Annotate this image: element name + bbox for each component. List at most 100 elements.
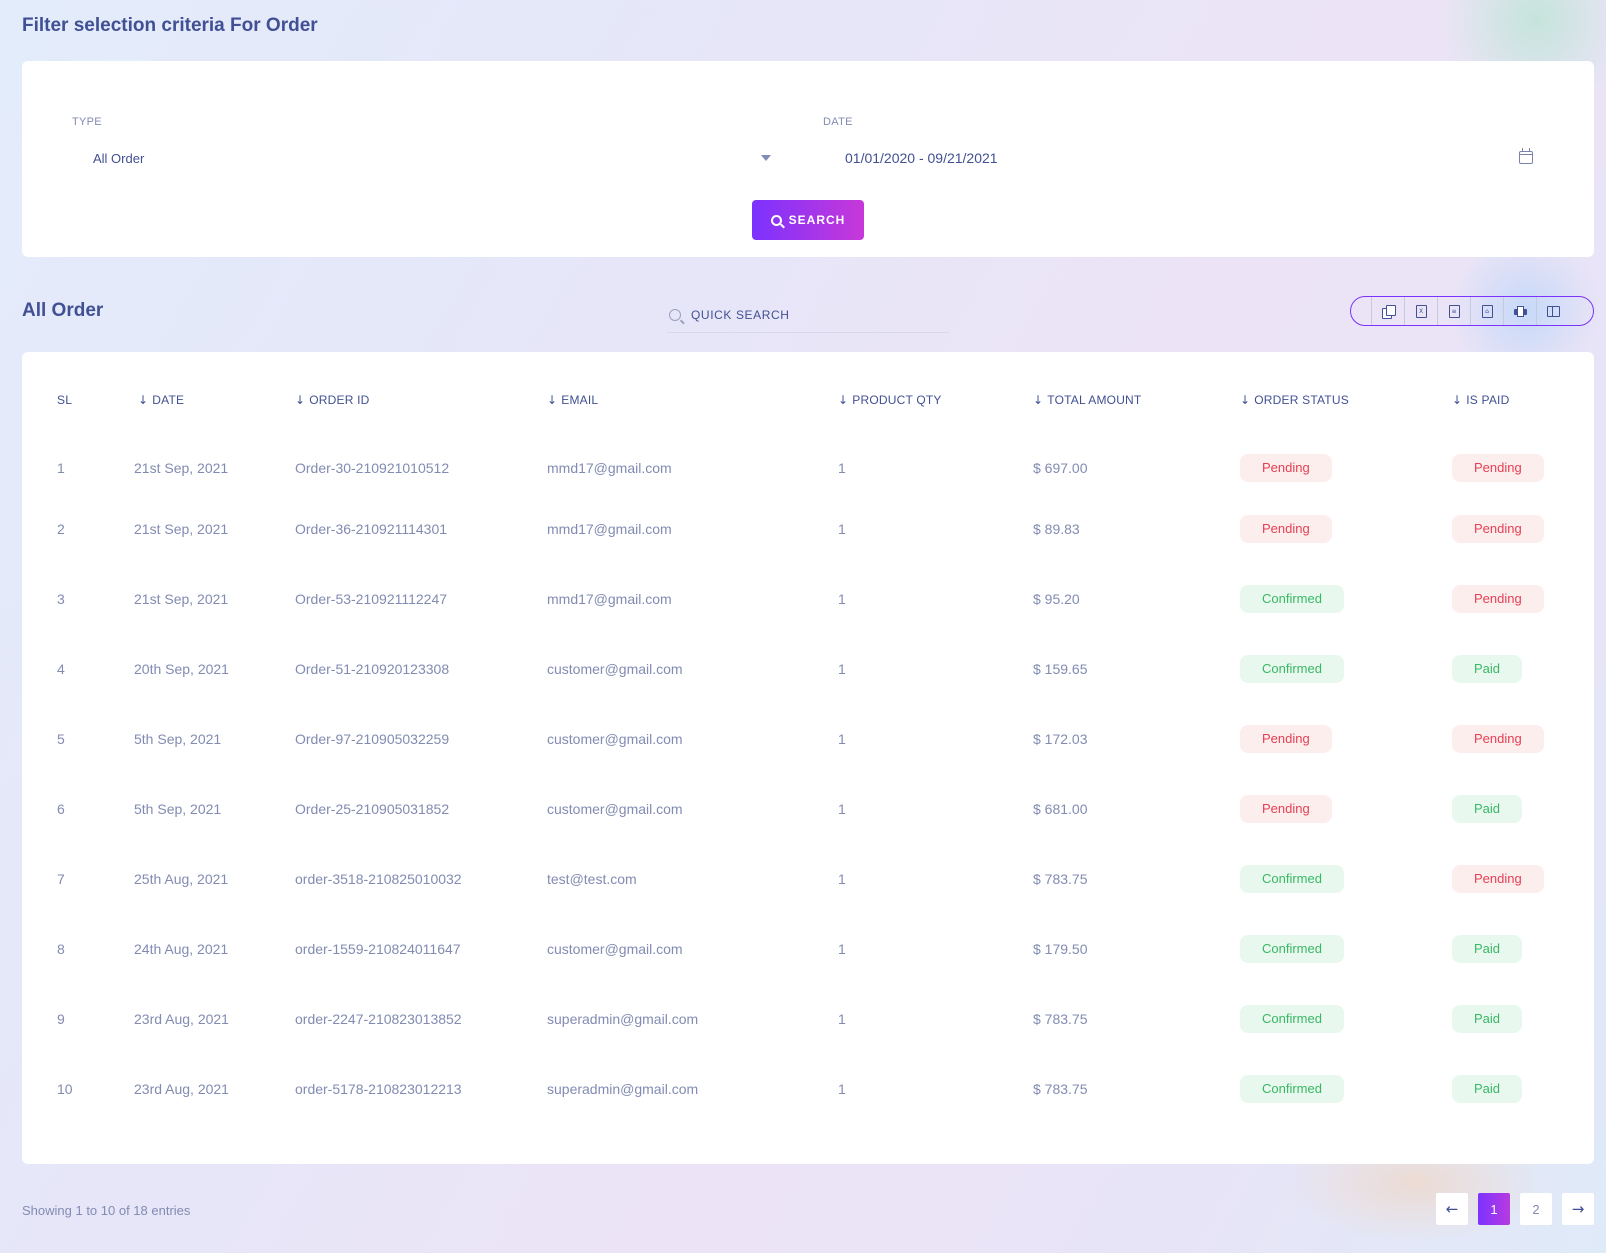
sort-arrow-icon: ↓: [295, 393, 306, 407]
cell-order-status: Confirmed: [1240, 984, 1452, 1054]
cell-order-id: Order-25-210905031852: [295, 801, 450, 817]
cell-product-qty: 1: [838, 460, 846, 476]
type-select[interactable]: All Order: [72, 143, 792, 173]
caret-down-icon: [761, 155, 771, 161]
cell-order-status: Pending: [1240, 442, 1452, 494]
cell-total-amount: $ 172.03: [1033, 731, 1088, 747]
date-range-input[interactable]: 01/01/2020 - 09/21/2021: [823, 143, 1545, 173]
cell-total-amount: $ 95.20: [1033, 591, 1080, 607]
cell-email: test@test.com: [547, 871, 637, 887]
order-status-badge: Pending: [1240, 515, 1332, 543]
cell-is-paid: Paid: [1452, 1054, 1594, 1124]
cell-email: customer@gmail.com: [547, 801, 683, 817]
column-header-order-status[interactable]: ↓ ORDER STATUS: [1240, 393, 1349, 407]
arrow-right-icon: →: [1571, 1200, 1585, 1218]
cell-order-status: Pending: [1240, 774, 1452, 844]
sort-arrow-icon: ↓: [1452, 393, 1463, 407]
column-header-sl[interactable]: SL: [57, 393, 73, 407]
order-status-badge: Pending: [1240, 795, 1332, 823]
payment-status-badge: Paid: [1452, 795, 1523, 823]
cell-product-qty: 1: [838, 521, 846, 537]
cell-date: 21st Sep, 2021: [134, 460, 229, 476]
csv-button[interactable]: ≡: [1437, 297, 1470, 325]
page-button-1[interactable]: 1: [1478, 1193, 1510, 1225]
columns-button[interactable]: [1536, 297, 1569, 325]
cell-sl: 2: [57, 521, 65, 537]
pdf-button[interactable]: ⌂: [1470, 297, 1503, 325]
cell-order-status: Confirmed: [1240, 844, 1452, 914]
cell-is-paid: Paid: [1452, 984, 1594, 1054]
print-button[interactable]: [1503, 297, 1536, 325]
columns-icon: [1546, 305, 1560, 317]
cell-sl: 6: [57, 801, 65, 817]
cell-order-status: Confirmed: [1240, 1054, 1452, 1124]
cell-email: mmd17@gmail.com: [547, 521, 672, 537]
cell-date: 25th Aug, 2021: [134, 871, 229, 887]
column-header-total-amount[interactable]: ↓ TOTAL AMOUNT: [1033, 393, 1142, 407]
cell-product-qty: 1: [838, 1081, 846, 1097]
filter-card: TYPE All Order DATE 01/01/2020 - 09/21/2…: [22, 61, 1594, 257]
column-header-is-paid[interactable]: ↓ IS PAID: [1452, 393, 1510, 407]
type-label: TYPE: [72, 116, 102, 128]
cell-email: superadmin@gmail.com: [547, 1081, 699, 1097]
cell-total-amount: $ 783.75: [1033, 1011, 1088, 1027]
cell-total-amount: $ 89.83: [1033, 521, 1080, 537]
excel-button[interactable]: X: [1404, 297, 1437, 325]
quick-search-input[interactable]: [691, 307, 931, 322]
cell-total-amount: $ 681.00: [1033, 801, 1088, 817]
cell-is-paid: Pending: [1452, 564, 1594, 634]
copy-icon: [1381, 304, 1396, 319]
print-icon: [1513, 305, 1527, 317]
cell-product-qty: 1: [838, 591, 846, 607]
table-row: 6 5th Sep, 2021 Order-25-210905031852 custo…: [22, 774, 1594, 844]
column-header-email[interactable]: ↓ EMAIL: [547, 393, 599, 407]
cell-is-paid: Pending: [1452, 442, 1594, 494]
cell-order-status: Confirmed: [1240, 634, 1452, 704]
cell-product-qty: 1: [838, 941, 846, 957]
cell-date: 23rd Aug, 2021: [134, 1011, 229, 1027]
cell-product-qty: 1: [838, 871, 846, 887]
calendar-icon[interactable]: [1519, 148, 1533, 164]
cell-sl: 4: [57, 661, 65, 677]
cell-total-amount: $ 697.00: [1033, 460, 1088, 476]
column-header-product-qty[interactable]: ↓ PRODUCT QTY: [838, 393, 942, 407]
sort-arrow-icon: ↓: [138, 393, 149, 407]
payment-status-badge: Pending: [1452, 454, 1544, 482]
table-row: 9 23rd Aug, 2021 order-2247-210823013852 su…: [22, 984, 1594, 1054]
sort-arrow-icon: ↓: [1033, 393, 1044, 407]
cell-order-id: order-1559-210824011647: [295, 941, 461, 957]
payment-status-badge: Paid: [1452, 1075, 1523, 1103]
copy-button[interactable]: [1371, 297, 1404, 325]
cell-email: superadmin@gmail.com: [547, 1011, 699, 1027]
cell-sl: 10: [57, 1081, 73, 1097]
cell-date: 5th Sep, 2021: [134, 801, 222, 817]
export-button-group: X ≡ ⌂: [1350, 296, 1594, 326]
csv-icon: ≡: [1448, 304, 1460, 318]
search-button[interactable]: SEARCH: [752, 200, 864, 240]
cell-sl: 8: [57, 941, 65, 957]
excel-icon: X: [1415, 304, 1427, 318]
order-status-badge: Confirmed: [1240, 1005, 1344, 1033]
date-label: DATE: [823, 116, 853, 128]
payment-status-badge: Paid: [1452, 935, 1523, 963]
prev-page-button[interactable]: ←: [1436, 1193, 1468, 1225]
order-status-badge: Pending: [1240, 725, 1332, 753]
table-row: 8 24th Aug, 2021 order-1559-210824011647 cu…: [22, 914, 1594, 984]
payment-status-badge: Pending: [1452, 725, 1544, 753]
pdf-icon: ⌂: [1481, 304, 1493, 318]
column-header-date[interactable]: ↓ DATE: [138, 393, 185, 407]
next-page-button[interactable]: →: [1562, 1193, 1594, 1225]
search-button-label: SEARCH: [788, 213, 846, 227]
cell-order-id: Order-36-210921114301: [295, 521, 448, 537]
entries-info: Showing 1 to 10 of 18 entries: [22, 1203, 191, 1218]
cell-order-id: Order-30-210921010512: [295, 460, 450, 476]
column-header-order-id[interactable]: ↓ ORDER ID: [295, 393, 370, 407]
cell-order-id: Order-53-210921112247: [295, 591, 448, 607]
sort-arrow-icon: ↓: [1240, 393, 1251, 407]
cell-total-amount: $ 783.75: [1033, 871, 1088, 887]
table-row: 3 21st Sep, 2021 Order-53-210921112247 mmd1…: [22, 564, 1594, 634]
page-button-2[interactable]: 2: [1520, 1193, 1552, 1225]
cell-email: customer@gmail.com: [547, 941, 683, 957]
payment-status-badge: Pending: [1452, 585, 1544, 613]
table-header-row: SL ↓ DATE ↓ ORDER ID ↓ EMAIL ↓ PRODUCT QTY ↓…: [22, 352, 1594, 442]
